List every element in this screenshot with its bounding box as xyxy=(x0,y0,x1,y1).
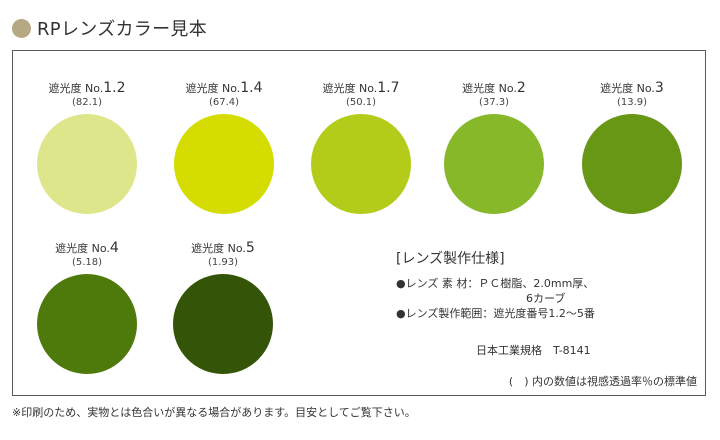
swatch-number: 1.4 xyxy=(240,80,263,96)
title-bullet-dot xyxy=(12,18,31,38)
swatch-number: 1.7 xyxy=(377,80,400,96)
swatch-number: 5 xyxy=(245,240,255,256)
swatch-transmittance: (50.1) xyxy=(345,97,377,108)
swatch-label: 遮光度 No.1.2 xyxy=(48,80,126,96)
print-color-footnote: ※印刷のため、実物とは色合いが異なる場合があります。目安としてご覧下さい。 xyxy=(12,406,416,419)
swatch-transmittance: (13.9) xyxy=(616,97,648,108)
page-header: RPレンズカラー見本 xyxy=(12,14,207,42)
swatch-no-3: 遮光度 No.3 (13.9) xyxy=(582,81,682,214)
spec-range: ●レンズ製作範囲：遮光度番号1.2～5番 xyxy=(396,307,595,320)
page-title: RPレンズカラー見本 xyxy=(37,19,208,40)
swatch-number: 4 xyxy=(109,240,119,256)
swatch-no-4: 遮光度 No.4 (5.18) xyxy=(37,241,137,374)
swatch-no-5: 遮光度 No.5 (1.93) xyxy=(173,241,273,374)
spec-jis-standard: 日本工業規格 T-8141 xyxy=(476,344,591,357)
swatch-color-circle xyxy=(444,114,544,214)
spec-heading: [レンズ製作仕様] xyxy=(396,251,505,267)
swatch-number: 2 xyxy=(516,80,526,96)
swatch-transmittance: (37.3) xyxy=(478,97,510,108)
swatch-no-1-2: 遮光度 No.1.2 (82.1) xyxy=(37,81,137,214)
swatch-no-2: 遮光度 No.2 (37.3) xyxy=(444,81,544,214)
color-sample-panel: 遮光度 No.1.2 (82.1) 遮光度 No.1.4 (67.4) 遮光度 … xyxy=(12,50,706,396)
swatch-color-circle xyxy=(311,114,411,214)
swatch-label: 遮光度 No.3 xyxy=(600,80,664,96)
swatch-color-circle xyxy=(582,114,682,214)
swatch-no-1-4: 遮光度 No.1.4 (67.4) xyxy=(174,81,274,214)
swatch-transmittance: (67.4) xyxy=(208,97,240,108)
swatch-label: 遮光度 No.1.4 xyxy=(185,80,263,96)
swatch-color-circle xyxy=(174,114,274,214)
spec-material: ●レンズ 素 材：ＰＣ樹脂、2.0mm厚、 xyxy=(396,277,595,290)
swatch-transmittance: (5.18) xyxy=(71,257,103,268)
swatch-label: 遮光度 No.4 xyxy=(55,240,119,256)
lens-spec-block: [レンズ製作仕様] ●レンズ 素 材：ＰＣ樹脂、2.0mm厚、 6カーブ ●レン… xyxy=(396,248,696,357)
swatch-number: 3 xyxy=(654,80,664,96)
swatch-no-1-7: 遮光度 No.1.7 (50.1) xyxy=(311,81,411,214)
swatch-label: 遮光度 No.5 xyxy=(191,240,255,256)
swatch-color-circle xyxy=(173,274,273,374)
swatch-color-circle xyxy=(37,114,137,214)
swatch-color-circle xyxy=(37,274,137,374)
spec-material-curve: 6カーブ xyxy=(526,292,566,305)
transmittance-note: ( ) 内の数値は視感透過率％の標準値 xyxy=(508,375,697,388)
swatch-label: 遮光度 No.2 xyxy=(462,80,526,96)
swatch-transmittance: (82.1) xyxy=(71,97,103,108)
swatch-number: 1.2 xyxy=(103,80,126,96)
swatch-transmittance: (1.93) xyxy=(207,257,239,268)
swatch-label: 遮光度 No.1.7 xyxy=(322,80,400,96)
